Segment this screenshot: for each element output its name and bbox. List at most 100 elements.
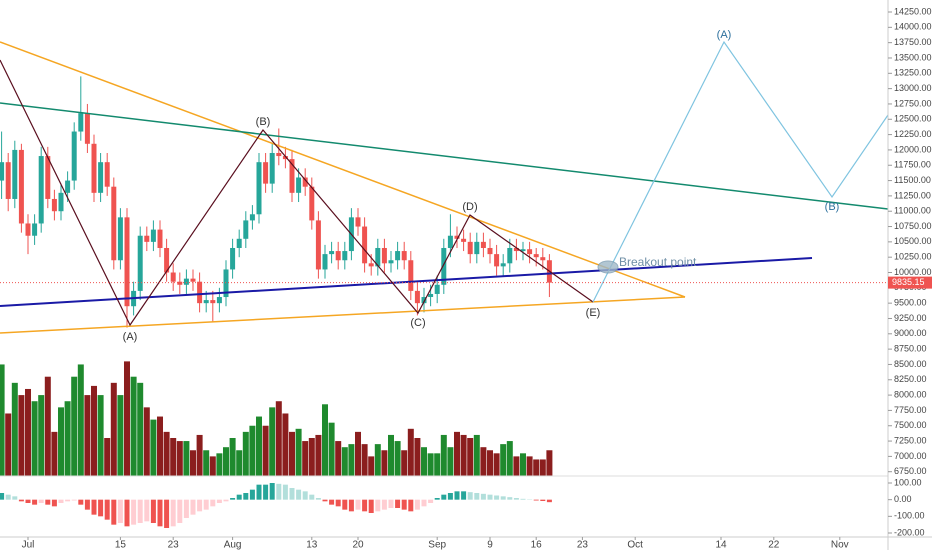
wave-label: (A) [717,29,732,41]
y-tick-label: 12250.00 [894,129,932,139]
volume-bar [216,453,223,476]
triangle-upper [0,41,686,298]
volume-bar [269,407,276,476]
x-tick-label: 20 [352,540,364,550]
last-price-label: 9835.15 [892,277,925,287]
candle-body [256,162,262,215]
candle-body [65,180,71,193]
wave-label: (C) [410,317,425,329]
candle-body [401,251,407,261]
candle-body [25,223,31,236]
x-tick-label: 13 [306,540,318,550]
y-tick-label: 8500.00 [894,359,927,369]
wave-label: (D) [462,201,477,213]
wave-line [0,59,594,327]
macd-bar [540,499,546,501]
volume-bar [0,364,5,476]
volume-bar [117,395,124,476]
candle-body [276,152,282,157]
last-price-box [888,276,932,289]
macd-bar [223,499,229,502]
candle-body [111,186,117,261]
candle-body [368,263,374,267]
candle-body [388,260,394,264]
macd-bar [104,499,110,520]
macd-bar [480,493,486,500]
y-tick-label: 10000.00 [894,267,932,277]
macd-bar [414,499,420,510]
y-tick-label: 14000.00 [894,22,932,32]
candle-body [84,113,90,144]
macd-bar [78,499,84,505]
candle-body [38,156,44,224]
macd-bar [243,493,249,500]
y2-tick-label: 0.00 [894,494,912,504]
macd-bar [71,499,77,501]
volume-bar [381,450,388,476]
candle-body [414,290,420,304]
volume-bar [328,422,335,476]
candle-body [210,300,216,304]
x-tick-label: 22 [768,540,780,550]
candle-body [434,284,440,294]
volume-bar [275,401,282,476]
macd-bar [236,494,242,500]
candle-body [355,217,361,227]
y-tick-label: 13500.00 [894,52,932,62]
candle-body [480,241,486,248]
volume-bar [414,437,421,476]
volume-bar [407,428,414,476]
candle-body [428,293,434,298]
candle-body [289,159,295,193]
candle-body [58,192,64,212]
macd-bar [5,494,11,500]
y-tick-label: 13750.00 [894,37,932,47]
volume-bar [546,450,553,476]
volume-bar [229,437,236,476]
macd-bar [144,499,150,522]
volume-bar [493,453,500,476]
candle-body [249,214,255,221]
candle-body [342,251,348,261]
y2-tick-label: 100.00 [894,477,922,487]
candle-body [18,149,24,224]
volume-bar [223,447,229,476]
volume-bar [170,437,177,476]
macd-bar [309,494,315,500]
volume-bar [447,447,454,476]
volume-bar [176,441,183,476]
volume-bar [157,416,163,476]
macd-bar [32,499,38,505]
y-tick-label: 9250.00 [894,313,927,323]
volume-bar [434,453,441,476]
volume-bar [454,431,460,476]
macd-bar [249,489,255,500]
x-tick-label: 9 [487,540,493,550]
volume-bar [355,431,361,476]
volume-bar [203,450,210,476]
volume-bar [487,450,493,476]
volume-bar [137,382,144,476]
macd-bar [164,499,170,528]
candle-body [197,281,203,304]
x-tick-label: 23 [168,540,180,550]
y-tick-label: 11000.00 [894,206,931,216]
macd-bar [269,483,275,500]
candle-body [362,226,368,264]
volume-bar [84,395,91,476]
candle-body [467,241,473,255]
candle-body [183,278,189,285]
macd-bar [216,499,222,503]
volume-bar [104,437,111,476]
volume-bar [58,407,64,476]
macd-bar [263,484,269,500]
macd-bar [362,499,368,512]
candle-body [494,254,500,267]
candle-body [230,247,236,270]
macd-bar [25,499,31,503]
volume-bar [401,450,408,476]
macd-bar [170,499,176,527]
volume-bar [388,434,394,476]
breakout-marker [597,260,619,274]
candle-body [269,152,275,184]
